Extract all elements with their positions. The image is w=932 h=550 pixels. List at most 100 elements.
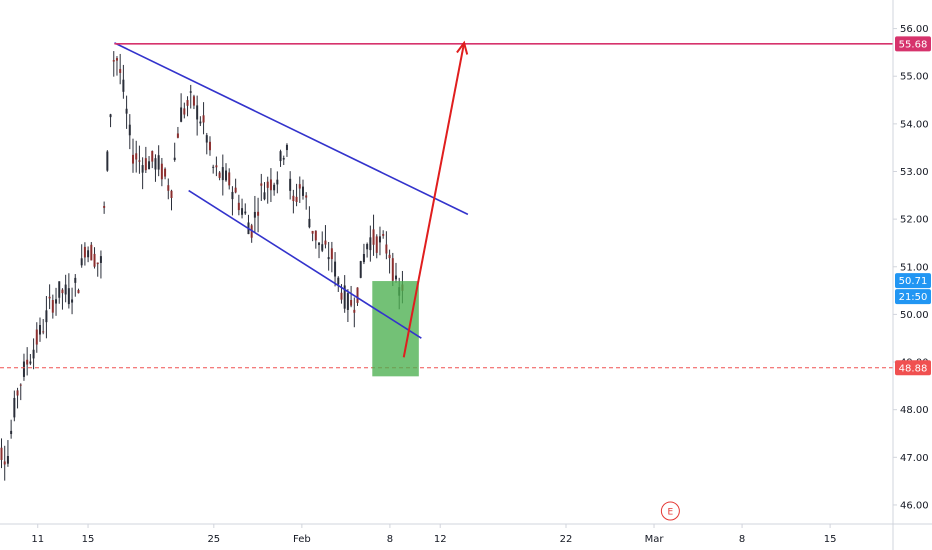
lower-wedge-line[interactable]	[188, 189, 422, 339]
last-price-badge-label: 50.71	[899, 276, 928, 287]
candle-body	[382, 234, 385, 236]
candle-body	[90, 244, 93, 261]
time-axis[interactable]: 11 15 25 Feb 8 12 22 Mar 8 15	[31, 524, 836, 545]
candle-body	[353, 309, 356, 313]
candle-body	[3, 461, 6, 465]
last-price-badge-bg	[895, 273, 931, 289]
candle-body	[340, 292, 343, 300]
candle-body	[164, 168, 167, 177]
candle-countdown-badge-bg	[895, 289, 931, 305]
time-axis-tick-label: Feb	[293, 534, 311, 545]
price-axis-tick-label: 47.00	[900, 453, 929, 464]
time-axis-tick-label: 12	[434, 534, 447, 545]
candle-body	[250, 225, 253, 238]
candle-body	[318, 242, 321, 246]
candle-body	[330, 248, 333, 260]
drawing-overlays[interactable]: E	[0, 40, 893, 521]
candle-body	[228, 172, 231, 186]
candle-body	[144, 158, 147, 171]
time-axis-tick-label: Mar	[645, 534, 665, 545]
candle-body	[115, 58, 118, 61]
candle-body	[99, 256, 102, 263]
target-arrow-shaft[interactable]	[402, 42, 466, 358]
price-axis-tick-label: 55.00	[900, 72, 929, 83]
candle-body	[77, 290, 80, 294]
candle-body	[45, 310, 48, 323]
price-axis[interactable]: 46.0047.0048.0049.0050.0051.0052.0053.00…	[893, 24, 929, 511]
candle-body	[257, 211, 260, 216]
candle-body	[22, 361, 25, 377]
candle-body	[260, 183, 263, 186]
candle-body	[337, 277, 340, 285]
candle-body	[125, 108, 128, 114]
candle-body	[74, 277, 77, 283]
earnings-marker[interactable]	[660, 501, 680, 521]
candle-body	[183, 108, 186, 115]
candle-countdown-badge-label: 21:50	[899, 292, 928, 303]
candle-body	[119, 69, 122, 73]
candle-body	[276, 179, 279, 185]
entry-zone-box[interactable]	[372, 281, 419, 377]
candle-body	[10, 430, 13, 435]
candle-body	[231, 191, 234, 200]
candle-body	[244, 211, 247, 214]
candle-body	[334, 261, 337, 277]
candle-body	[83, 246, 86, 258]
candle-body	[38, 325, 41, 335]
candle-body	[308, 218, 311, 228]
candle-body	[132, 154, 135, 164]
support-price-badge-label: 48.88	[899, 363, 928, 374]
candle-body	[61, 289, 64, 294]
candle-body	[292, 195, 295, 202]
candle-body	[295, 196, 298, 202]
candle-body	[282, 158, 285, 160]
candle-body	[324, 240, 327, 245]
candle-body	[234, 187, 237, 193]
resistance-price-badge-label: 55.68	[899, 39, 928, 50]
candle-body	[64, 284, 67, 295]
support-price-badge-bg	[895, 360, 931, 376]
candle-body	[196, 105, 199, 120]
candle-body	[138, 160, 141, 162]
candle-body	[346, 293, 349, 310]
candle-body	[32, 349, 35, 359]
candle-body	[176, 133, 179, 138]
candle-body	[205, 135, 208, 143]
candle-body	[208, 141, 211, 151]
candle-body	[151, 151, 154, 162]
candle-body	[263, 192, 266, 200]
candle-body	[16, 390, 19, 396]
candle-body	[298, 184, 301, 189]
candle-body	[372, 229, 375, 245]
candle-body	[356, 287, 359, 303]
candle-body	[112, 60, 115, 62]
candle-body	[0, 447, 3, 460]
candle-body	[369, 237, 372, 251]
time-axis-tick-label: 11	[31, 534, 44, 545]
upper-wedge-line[interactable]	[114, 42, 469, 216]
candle-body	[167, 185, 170, 191]
candle-body	[301, 186, 304, 196]
candle-body	[26, 359, 29, 365]
target-arrow-head[interactable]	[456, 40, 469, 55]
candle-body	[96, 262, 99, 265]
candle-body	[359, 261, 362, 278]
candle-body	[80, 258, 83, 266]
time-axis-tick-label: 15	[82, 534, 95, 545]
candle-body	[154, 158, 157, 170]
candle-body	[55, 299, 58, 304]
candle-body	[106, 151, 109, 171]
candle-body	[218, 172, 221, 178]
candle-body	[71, 299, 74, 303]
candle-body	[327, 257, 330, 260]
candle-body	[237, 202, 240, 211]
candle-body	[109, 114, 112, 118]
candle-body	[202, 115, 205, 123]
candle-body	[285, 144, 288, 151]
price-axis-tick-label: 53.00	[900, 167, 929, 178]
time-axis-tick-label: 25	[207, 534, 220, 545]
price-badges: 55.68 48.88 50.71 21:50	[895, 36, 931, 376]
candle-body	[148, 161, 151, 170]
